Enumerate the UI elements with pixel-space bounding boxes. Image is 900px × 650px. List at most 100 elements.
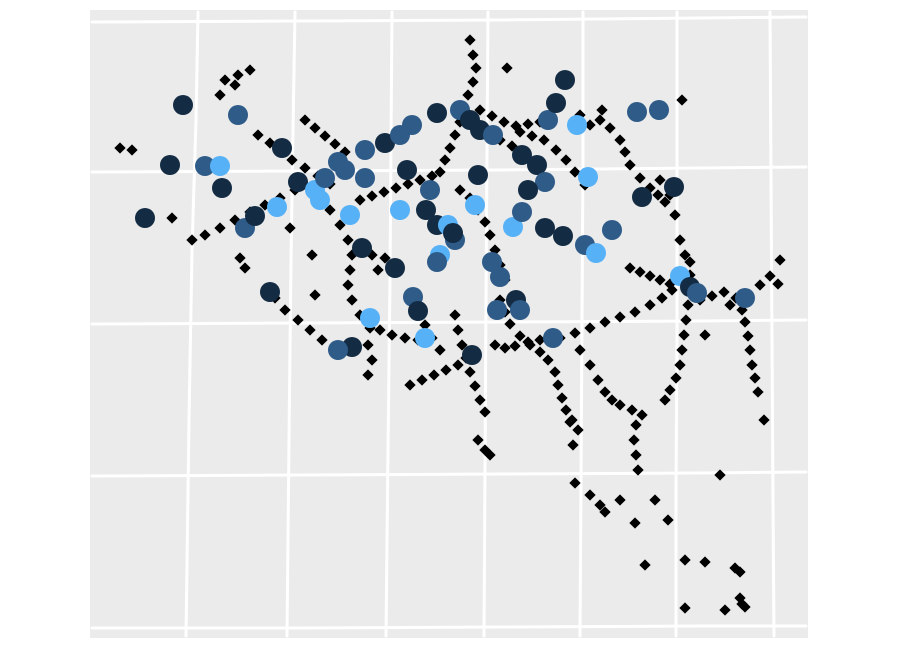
network-point (742, 330, 754, 342)
network-point (629, 517, 641, 529)
highlight-point[interactable] (416, 200, 436, 220)
highlight-point[interactable] (538, 110, 558, 130)
network-point (676, 344, 688, 356)
highlight-point[interactable] (527, 155, 547, 175)
highlight-point[interactable] (173, 95, 193, 115)
highlight-point[interactable] (328, 340, 348, 360)
highlight-point[interactable] (355, 168, 375, 188)
network-point (634, 172, 646, 184)
highlight-point[interactable] (352, 238, 372, 258)
highlight-point[interactable] (397, 160, 417, 180)
highlight-point[interactable] (390, 200, 410, 220)
network-point (366, 190, 378, 202)
network-point (414, 174, 426, 186)
highlight-point[interactable] (490, 267, 510, 287)
highlight-point[interactable] (427, 252, 447, 272)
highlight-point[interactable] (512, 202, 532, 222)
highlight-point[interactable] (160, 155, 180, 175)
network-point (569, 477, 581, 489)
highlight-point[interactable] (518, 180, 538, 200)
highlight-point[interactable] (443, 223, 463, 243)
highlight-point[interactable] (487, 300, 507, 320)
highlight-point[interactable] (335, 160, 355, 180)
network-point (454, 184, 466, 196)
highlight-point[interactable] (360, 308, 380, 328)
graticule-grid (90, 10, 808, 638)
network-point (484, 229, 496, 241)
network-point (630, 449, 642, 461)
highlight-point[interactable] (578, 167, 598, 187)
highlight-point[interactable] (462, 345, 482, 365)
highlight-point[interactable] (288, 172, 308, 192)
network-point (552, 379, 564, 391)
network-point (484, 449, 496, 461)
network-point (736, 598, 748, 610)
highlight-point[interactable] (135, 208, 155, 228)
highlight-point[interactable] (503, 217, 523, 237)
highlight-point[interactable] (315, 168, 335, 188)
highlight-point[interactable] (535, 218, 555, 238)
grid-line-vertical (674, 10, 679, 638)
highlight-point[interactable] (468, 165, 488, 185)
highlight-point[interactable] (664, 177, 684, 197)
grid-line-vertical (384, 10, 394, 638)
highlight-point[interactable] (602, 220, 622, 240)
highlight-point[interactable] (555, 70, 575, 90)
highlight-point[interactable] (415, 328, 435, 348)
network-point (372, 264, 384, 276)
network-point (678, 329, 690, 341)
highlight-point[interactable] (210, 156, 230, 176)
network-point (649, 494, 661, 506)
highlight-point[interactable] (245, 206, 265, 226)
network-point (614, 311, 626, 323)
highlight-point[interactable] (567, 115, 587, 135)
network-point (674, 234, 686, 246)
network-point (404, 379, 416, 391)
highlight-point[interactable] (535, 172, 555, 192)
highlight-point[interactable] (627, 102, 647, 122)
network-point (509, 340, 521, 352)
highlight-point[interactable] (310, 190, 330, 210)
network-point (434, 344, 446, 356)
highlight-point[interactable] (427, 103, 447, 123)
highlight-point[interactable] (340, 205, 360, 225)
highlight-point[interactable] (512, 145, 532, 165)
highlight-point[interactable] (375, 133, 395, 153)
highlight-point[interactable] (385, 258, 405, 278)
network-point (469, 380, 481, 392)
highlight-point[interactable] (260, 282, 280, 302)
network-point (239, 262, 251, 274)
network-point (474, 394, 486, 406)
highlight-point[interactable] (510, 300, 530, 320)
grid-line-vertical (184, 10, 200, 638)
network-point (449, 129, 461, 141)
highlight-point[interactable] (212, 178, 232, 198)
highlight-point[interactable] (355, 140, 375, 160)
network-point (439, 154, 451, 166)
highlight-point[interactable] (649, 100, 669, 120)
highlight-point[interactable] (420, 180, 440, 200)
highlight-point[interactable] (402, 115, 422, 135)
network-point (166, 212, 178, 224)
highlight-point[interactable] (272, 138, 292, 158)
network-point (556, 392, 568, 404)
highlight-point[interactable] (735, 288, 755, 308)
highlight-point[interactable] (687, 283, 707, 303)
highlight-point[interactable] (586, 243, 606, 263)
highlight-point[interactable] (543, 328, 563, 348)
highlight-point[interactable] (482, 252, 502, 272)
highlight-point[interactable] (228, 105, 248, 125)
highlight-point[interactable] (546, 93, 566, 113)
highlight-point[interactable] (267, 197, 287, 217)
network-point (619, 146, 631, 158)
highlight-point[interactable] (632, 187, 652, 207)
highlight-point[interactable] (483, 125, 503, 145)
highlight-point[interactable] (553, 226, 573, 246)
network-point (639, 559, 651, 571)
highlight-point[interactable] (195, 156, 215, 176)
highlight-point[interactable] (408, 301, 428, 321)
network-point (550, 144, 562, 156)
highlight-point[interactable] (465, 195, 485, 215)
